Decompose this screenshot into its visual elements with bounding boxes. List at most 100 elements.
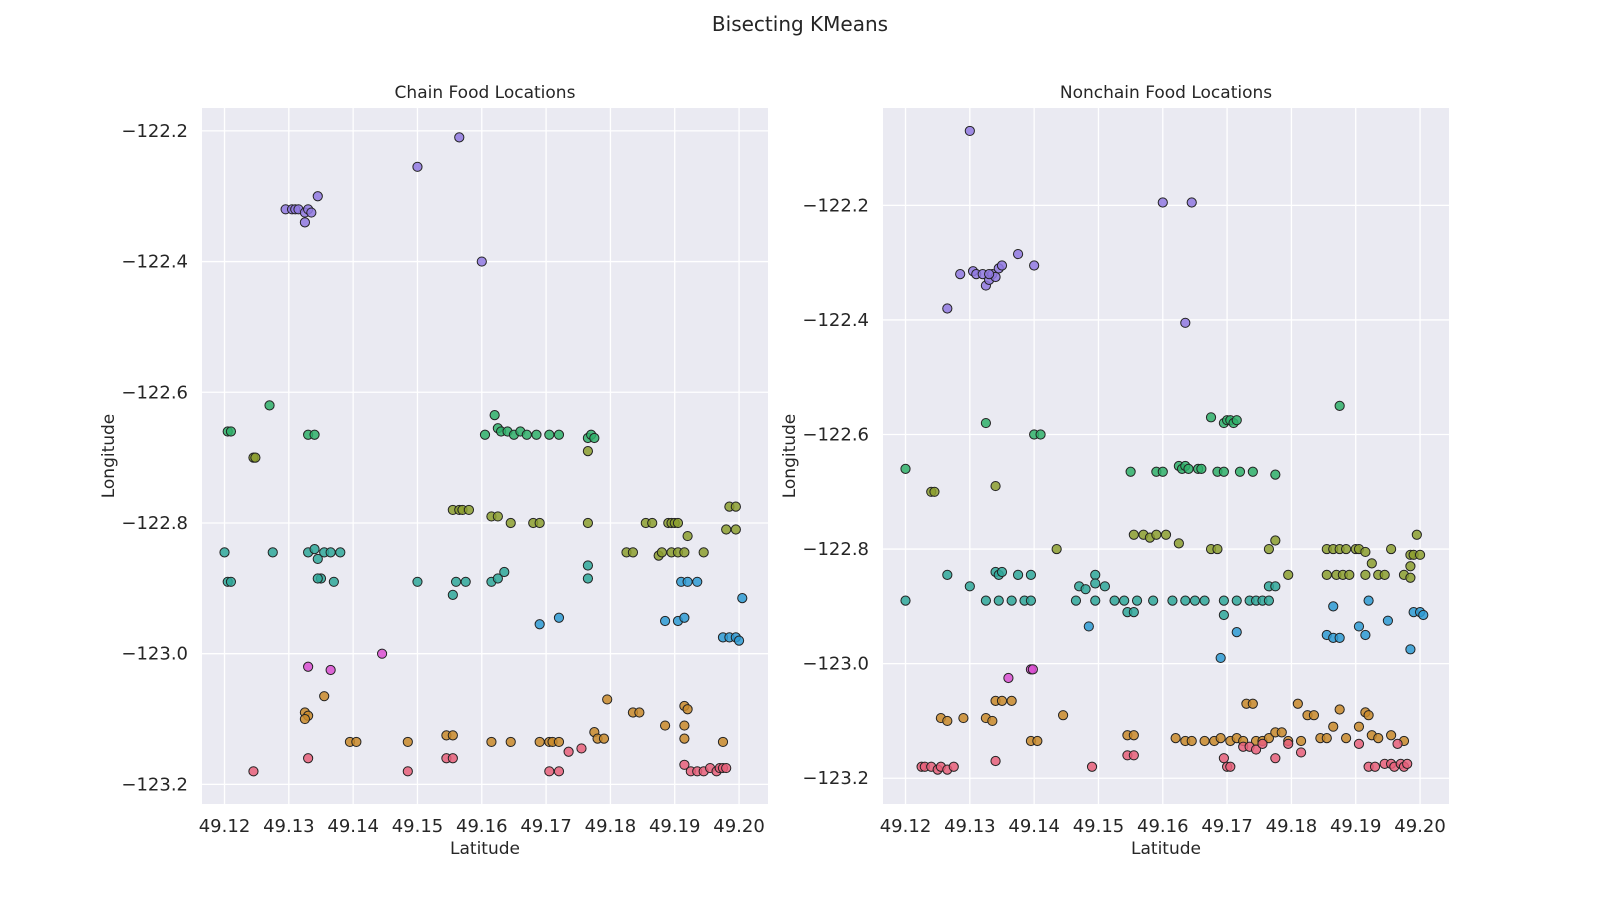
scatter-point bbox=[984, 269, 995, 280]
scatter-point bbox=[1353, 721, 1365, 732]
y-axis-label: Longitude bbox=[780, 414, 800, 499]
scatter-point bbox=[454, 132, 465, 143]
scatter-point bbox=[955, 269, 966, 280]
scatter-point bbox=[1340, 543, 1352, 555]
scatter-point bbox=[1218, 466, 1229, 477]
scatter-point bbox=[900, 595, 911, 606]
scatter-point bbox=[900, 463, 911, 474]
scatter-point bbox=[248, 766, 259, 777]
scatter-point bbox=[672, 517, 684, 529]
scatter-point bbox=[1270, 753, 1281, 764]
scatter-point bbox=[1090, 569, 1101, 580]
y-tick-label: −122.2 bbox=[802, 195, 869, 216]
y-tick-label: −123.0 bbox=[802, 654, 869, 675]
scatter-point bbox=[1231, 627, 1242, 638]
scatter-point bbox=[306, 207, 317, 218]
scatter-point bbox=[1360, 569, 1371, 580]
cluster-series bbox=[248, 445, 741, 561]
scatter-point bbox=[1328, 721, 1339, 732]
scatter-point bbox=[534, 517, 545, 529]
x-tick-label: 49.19 bbox=[649, 816, 701, 837]
scatter-point bbox=[990, 480, 1001, 492]
scatter-point bbox=[1083, 621, 1094, 632]
scatter-point bbox=[679, 720, 690, 731]
scatter-point bbox=[351, 736, 362, 748]
scatter-point bbox=[328, 576, 339, 587]
scatter-point bbox=[996, 260, 1008, 271]
scatter-point bbox=[730, 501, 741, 512]
scatter-point bbox=[1205, 412, 1217, 423]
scatter-point bbox=[1360, 546, 1371, 558]
y-tick-label: −122.8 bbox=[802, 539, 869, 560]
x-tick-label: 49.13 bbox=[263, 816, 315, 837]
scatter-point bbox=[698, 547, 709, 558]
scatter-point bbox=[1029, 260, 1040, 271]
scatter-point bbox=[1386, 730, 1397, 741]
cluster-series bbox=[900, 566, 1281, 621]
scatter-point bbox=[1334, 400, 1345, 411]
scatter-point bbox=[1353, 621, 1365, 632]
scatter-point bbox=[1392, 738, 1403, 749]
scatter-point bbox=[990, 755, 1001, 767]
scatter-point bbox=[679, 612, 690, 623]
scatter-point bbox=[299, 217, 311, 228]
scatter-point bbox=[309, 544, 320, 555]
scatter-point bbox=[659, 615, 671, 627]
cluster-series bbox=[916, 738, 1413, 775]
scatter-point bbox=[1099, 581, 1110, 592]
x-tick-label: 49.17 bbox=[520, 816, 572, 837]
scatter-point bbox=[1283, 569, 1294, 580]
scatter-point bbox=[1148, 595, 1159, 606]
scatter-point bbox=[1218, 753, 1229, 764]
scatter-point bbox=[1199, 595, 1210, 606]
scatter-point bbox=[1363, 710, 1374, 721]
scatter-point bbox=[1231, 595, 1242, 606]
x-tick-label: 49.20 bbox=[713, 816, 765, 837]
scatter-point bbox=[1128, 529, 1139, 540]
scatter-point bbox=[1218, 595, 1229, 606]
cluster-series bbox=[900, 400, 1345, 480]
scatter-point bbox=[1366, 558, 1377, 569]
scatter-point bbox=[1057, 710, 1069, 721]
plot-area bbox=[883, 108, 1449, 804]
x-tick-label: 49.16 bbox=[1137, 816, 1189, 837]
scatter-point bbox=[582, 517, 594, 529]
scatter-point bbox=[964, 581, 975, 592]
y-tick-label: −123.0 bbox=[121, 644, 188, 665]
scatter-point bbox=[303, 753, 314, 764]
scatter-point bbox=[721, 762, 732, 774]
y-tick-label: −122.4 bbox=[121, 252, 188, 273]
scatter-point bbox=[1070, 595, 1082, 606]
scatter-point bbox=[1295, 747, 1307, 758]
scatter-point bbox=[1225, 761, 1236, 772]
scatter-point bbox=[1334, 632, 1345, 643]
scatter-point bbox=[1186, 197, 1197, 208]
scatter-point bbox=[1080, 584, 1091, 595]
scatter-point bbox=[476, 256, 487, 267]
scatter-point bbox=[1131, 595, 1143, 606]
x-tick-label: 49.15 bbox=[1073, 816, 1125, 837]
scatter-point bbox=[948, 761, 959, 772]
scatter-point bbox=[1263, 543, 1275, 555]
x-tick-label: 49.18 bbox=[585, 816, 637, 837]
scatter-point bbox=[1025, 569, 1037, 580]
scatter-point bbox=[993, 595, 1004, 606]
scatter-point bbox=[737, 593, 748, 604]
cluster-series bbox=[926, 480, 1426, 583]
scatter-point bbox=[996, 566, 1008, 578]
scatter-point bbox=[319, 691, 330, 702]
scatter-point bbox=[1321, 733, 1332, 744]
scatter-point bbox=[1012, 569, 1024, 580]
y-tick-label: −122.2 bbox=[121, 121, 188, 142]
scatter-point bbox=[980, 417, 992, 429]
scatter-point bbox=[553, 736, 565, 748]
scatter-point bbox=[679, 759, 690, 770]
scatter-point bbox=[730, 524, 741, 535]
scatter-point bbox=[942, 715, 953, 727]
scatter-point bbox=[479, 429, 491, 440]
scatter-point bbox=[264, 400, 275, 411]
y-tick-label: −122.8 bbox=[121, 513, 188, 534]
scatter-point bbox=[1386, 543, 1397, 555]
scatter-point bbox=[1186, 735, 1197, 747]
scatter-point bbox=[942, 303, 953, 314]
